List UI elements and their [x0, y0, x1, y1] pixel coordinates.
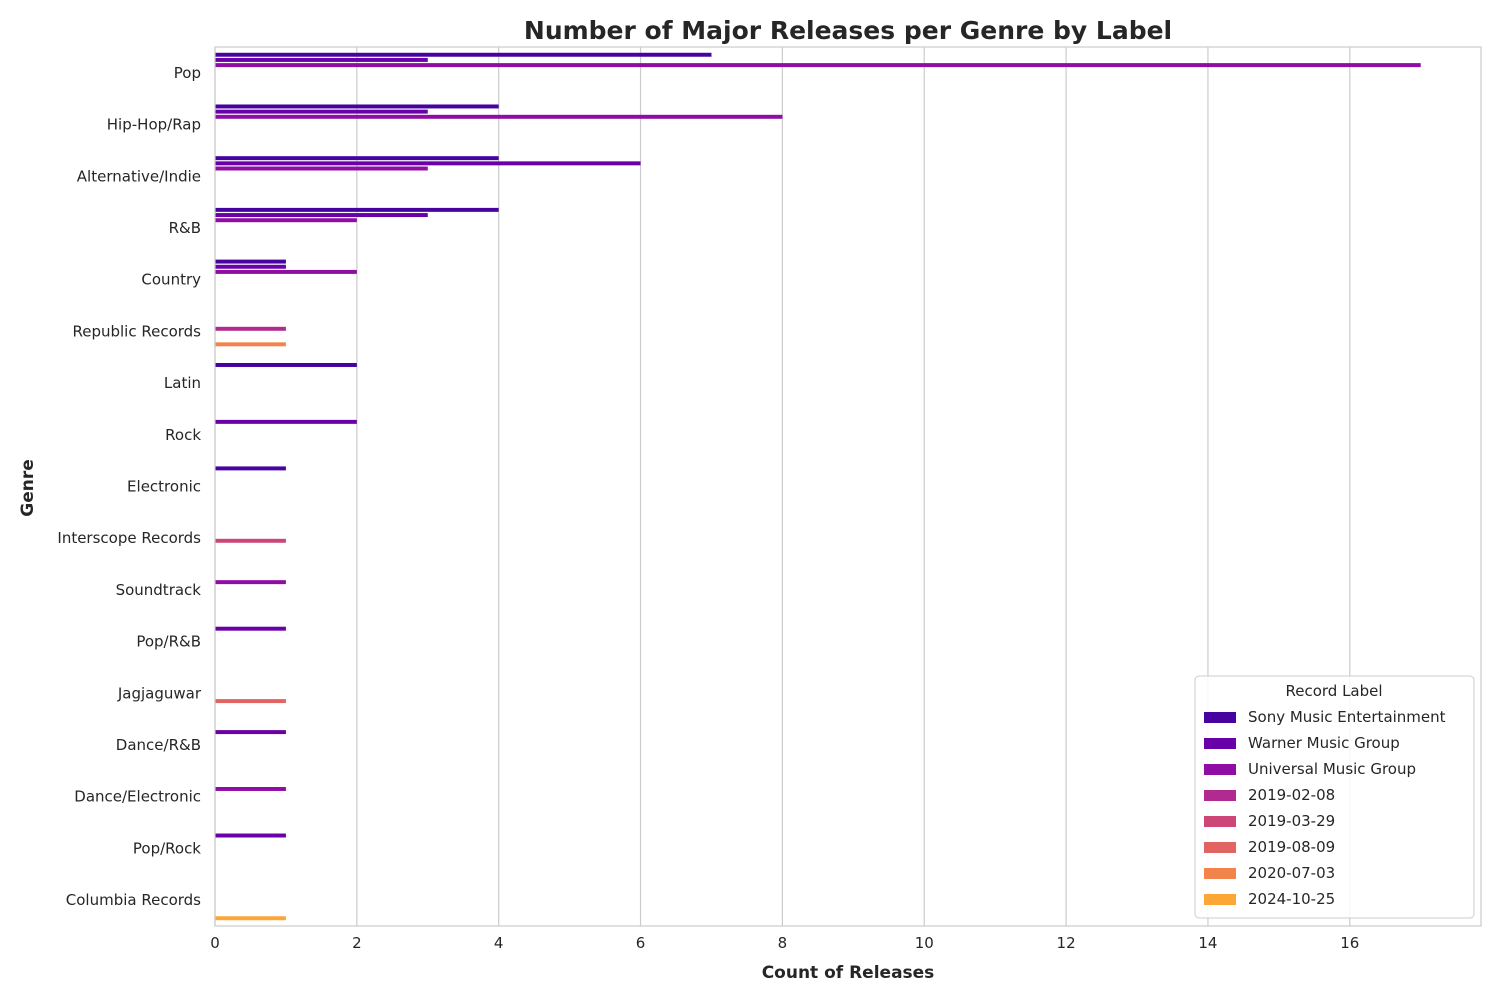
legend-label: Universal Music Group [1248, 760, 1416, 778]
legend-label: 2020-07-03 [1248, 864, 1335, 882]
chart-title: Number of Major Releases per Genre by La… [524, 16, 1172, 45]
bar [215, 57, 428, 62]
legend-box [1194, 675, 1475, 919]
x-tick-label: 8 [778, 934, 788, 952]
bar [215, 218, 357, 223]
y-tick-label: Alternative/Indie [77, 167, 201, 185]
bar [215, 626, 286, 631]
legend-label: Sony Music Entertainment [1248, 708, 1446, 726]
x-axis-ticks: 0 2 4 6 8 10 12 14 16 [210, 934, 1359, 952]
plot-frame [214, 46, 1482, 927]
bar [215, 580, 286, 585]
bar [215, 326, 286, 331]
x-tick-label: 10 [915, 934, 934, 952]
bar [215, 269, 357, 274]
bar [215, 730, 286, 735]
bar [215, 419, 357, 424]
legend-swatch [1204, 790, 1236, 801]
bar [215, 114, 783, 119]
bar [215, 466, 286, 471]
bar [215, 104, 499, 109]
y-tick-label: Pop/R&B [136, 633, 201, 651]
y-tick-label: Hip-Hop/Rap [107, 116, 201, 134]
x-tick-label: 4 [494, 934, 504, 952]
bar [215, 342, 286, 347]
bar [215, 52, 712, 57]
y-tick-label: Pop [174, 64, 201, 82]
y-axis-label: Genre [18, 459, 38, 517]
legend-swatch [1204, 894, 1236, 905]
legend-label: 2019-02-08 [1248, 786, 1335, 804]
legend-label: 2019-08-09 [1248, 838, 1335, 856]
y-tick-label: Pop/Rock [133, 839, 201, 857]
bar [215, 161, 641, 166]
bar [215, 833, 286, 838]
x-tick-label: 0 [210, 934, 220, 952]
bar [215, 363, 357, 367]
legend-swatch [1204, 842, 1236, 853]
y-tick-label: Interscope Records [57, 529, 201, 547]
legend-label: Warner Music Group [1248, 734, 1400, 752]
y-tick-label: Jagjaguwar [117, 684, 202, 702]
bar [215, 156, 499, 161]
x-axis-label: Count of Releases [762, 963, 935, 983]
y-tick-label: Rock [165, 426, 201, 444]
bars [215, 52, 1421, 921]
grid [214, 47, 1351, 926]
bar [215, 264, 286, 269]
legend-label: 2019-03-29 [1248, 812, 1335, 830]
bar [215, 213, 428, 218]
y-tick-label: Country [141, 271, 201, 289]
legend: Record Label Sony Music Entertainment War… [1194, 675, 1475, 919]
y-tick-label: Latin [164, 374, 201, 392]
legend-swatch [1204, 764, 1236, 775]
legend-swatch [1204, 868, 1236, 879]
x-tick-label: 6 [636, 934, 646, 952]
x-tick-label: 12 [1057, 934, 1076, 952]
y-axis-ticks: Pop Hip-Hop/Rap Alternative/Indie R&B Countr… [57, 64, 201, 909]
bar [215, 699, 286, 704]
bar [215, 786, 286, 791]
bar [215, 259, 286, 264]
y-tick-label: Dance/R&B [116, 736, 201, 754]
legend-swatch [1204, 816, 1236, 827]
legend-title: Record Label [1285, 682, 1382, 700]
bar [215, 207, 499, 212]
x-tick-label: 2 [352, 934, 362, 952]
bar [215, 166, 428, 171]
legend-label: 2024-10-25 [1248, 890, 1335, 908]
bar [215, 109, 428, 114]
x-tick-label: 16 [1340, 934, 1359, 952]
legend-items: Sony Music Entertainment Warner Music Gro… [1204, 708, 1446, 908]
bar [215, 63, 1421, 68]
y-tick-label: Dance/Electronic [74, 788, 201, 806]
legend-swatch [1204, 712, 1236, 723]
y-tick-label: Electronic [127, 478, 201, 496]
legend-swatch [1204, 738, 1236, 749]
bar [215, 916, 286, 921]
x-tick-label: 14 [1198, 934, 1217, 952]
y-tick-label: Columbia Records [66, 891, 201, 909]
bar [215, 538, 286, 543]
y-tick-label: R&B [169, 219, 201, 237]
y-tick-label: Soundtrack [116, 581, 202, 599]
y-tick-label: Republic Records [72, 322, 201, 340]
